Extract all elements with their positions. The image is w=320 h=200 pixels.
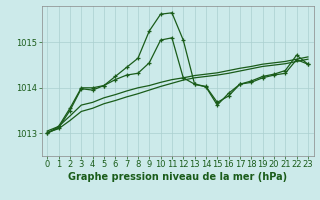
- X-axis label: Graphe pression niveau de la mer (hPa): Graphe pression niveau de la mer (hPa): [68, 172, 287, 182]
